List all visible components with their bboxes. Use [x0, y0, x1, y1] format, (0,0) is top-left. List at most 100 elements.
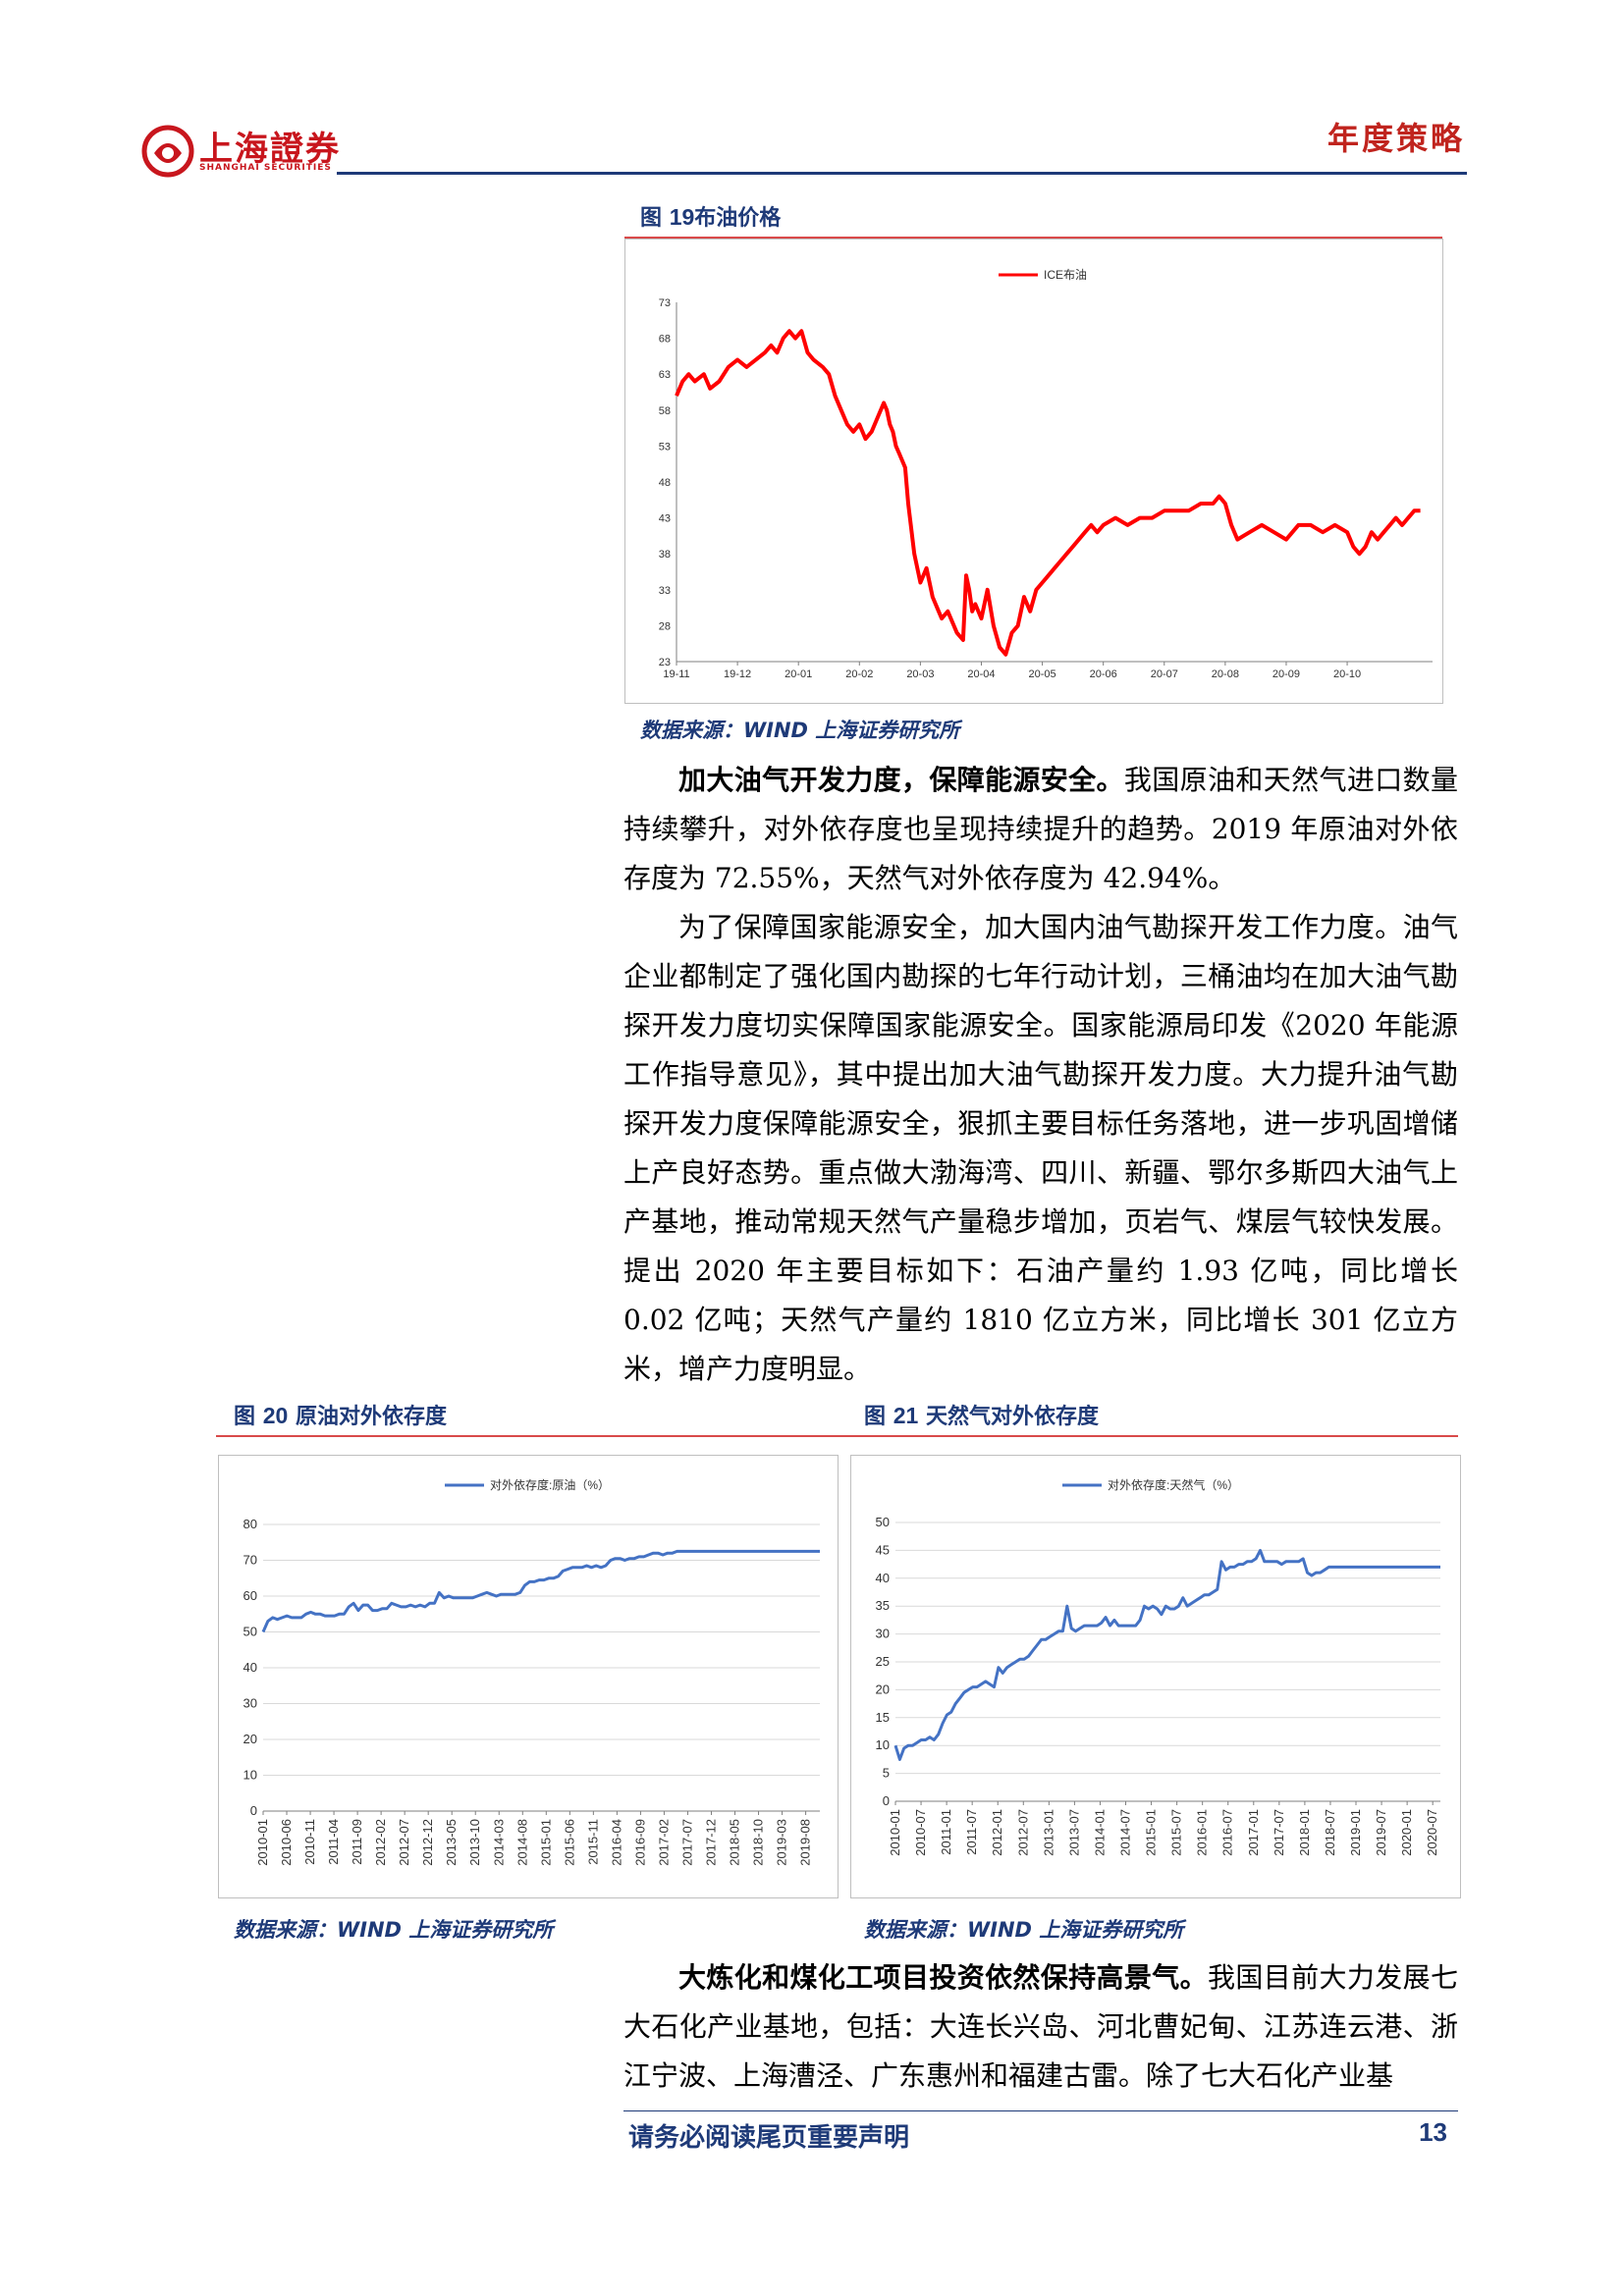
logo-subtext: SHANGHAI SECURITIES	[199, 163, 332, 173]
x-tick-label: 2012-07	[397, 1819, 411, 1866]
x-tick-label: 20-01	[785, 668, 812, 680]
page-number: 13	[1419, 2117, 1447, 2147]
x-tick-label: 20-07	[1151, 668, 1178, 680]
x-tick-label: 2018-07	[1323, 1809, 1337, 1856]
x-tick-label: 2013-01	[1041, 1809, 1056, 1856]
y-tick-label: 10	[876, 1737, 890, 1752]
x-tick-label: 2016-09	[632, 1819, 647, 1866]
y-tick-label: 0	[883, 1793, 890, 1808]
x-tick-label: 2011-09	[350, 1819, 364, 1865]
figure20-source: 数据来源：WIND 上海证券研究所	[234, 1918, 554, 1942]
crude-dependency-chart: 对外依存度:原油（%） 0 10 20 30 40 50 60 70 80 2010-01 2010-…	[244, 1477, 820, 1866]
logo-emblem-icon	[141, 125, 194, 178]
paragraph-refining-lead: 大炼化和煤化工项目投资依然保持高景气。	[678, 1961, 1209, 1994]
y-tick-label: 40	[244, 1660, 257, 1675]
figure20-chart-frame: 对外依存度:原油（%） 0 10 20 30 40 50 60 70 80 2010-01 2010-…	[218, 1455, 839, 1898]
company-logo: 上海證券 SHANGHAI SECURITIES	[140, 120, 356, 183]
y-tick-label: 15	[876, 1710, 890, 1725]
x-tick-label: 20-04	[967, 668, 995, 680]
header-divider	[337, 172, 1467, 175]
figure19-chart-frame: ICE布油 23 28 33 38 43 48 53 58 63 68 73 19-11 19-12 20-…	[624, 239, 1443, 704]
figure21-number: 21	[893, 1403, 919, 1428]
y-tick-label: 33	[659, 585, 671, 597]
paragraph-refining: 大炼化和煤化工项目投资依然保持高景气。我国目前大力发展七大石化产业基地，包括：大…	[623, 1953, 1458, 2101]
x-tick-label: 2011-04	[326, 1819, 341, 1865]
paragraph-energy-security: 加大油气开发力度，保障能源安全。我国原油和天然气进口数量持续攀升，对外依存度也呈…	[623, 756, 1458, 903]
y-tick-label: 45	[876, 1542, 890, 1557]
y-tick-label: 53	[659, 441, 671, 453]
series-line	[261, 1549, 820, 1633]
legend: 对外依存度:原油（%）	[445, 1477, 610, 1492]
y-tick-label: 48	[659, 477, 671, 489]
legend-label: 对外依存度:原油（%）	[490, 1477, 610, 1492]
x-tick-label: 20-06	[1090, 668, 1117, 680]
x-tick-label: 2014-08	[514, 1819, 529, 1866]
x-tick-label: 20-10	[1333, 668, 1361, 680]
y-tick-label: 68	[659, 334, 671, 346]
y-tick-label: 38	[659, 549, 671, 561]
x-tick-label: 20-02	[845, 668, 873, 680]
y-tick-label: 30	[244, 1696, 257, 1711]
x-tick-label: 2015-01	[1144, 1809, 1159, 1856]
body-text-top: 加大油气开发力度，保障能源安全。我国原油和天然气进口数量持续攀升，对外依存度也呈…	[623, 756, 1458, 1394]
x-tick-label: 2018-05	[728, 1819, 742, 1866]
x-tick-label: 2015-01	[538, 1819, 553, 1866]
y-tick-label: 10	[244, 1768, 257, 1783]
y-tick-label: 40	[876, 1571, 890, 1585]
figure19-title: 图 19布油价格	[640, 200, 781, 232]
x-tick-label: 20-03	[906, 668, 934, 680]
x-tick-label: 20-09	[1272, 668, 1300, 680]
legend-label: 对外依存度:天然气（%）	[1108, 1477, 1239, 1492]
y-tick-label: 60	[244, 1588, 257, 1603]
x-tick-label: 2012-01	[990, 1809, 1004, 1856]
x-tick-label: 2017-07	[679, 1819, 694, 1866]
y-tick-label: 43	[659, 513, 671, 525]
y-tick-label: 50	[244, 1625, 257, 1639]
x-tick-label: 2019-03	[775, 1819, 789, 1866]
section-title: 年度策略	[1326, 120, 1465, 157]
x-tick-label: 2012-07	[1015, 1809, 1030, 1856]
y-tick-label: 28	[659, 620, 671, 632]
legend-label: ICE布油	[1044, 268, 1087, 282]
series-line	[675, 329, 1421, 657]
y-tick-label: 63	[659, 369, 671, 381]
footer-divider	[623, 2110, 1458, 2111]
x-tick-label: 2019-01	[1348, 1809, 1363, 1856]
y-tick-label: 30	[876, 1627, 890, 1641]
y-tick-label: 23	[659, 657, 671, 668]
x-tick-label: 2014-01	[1092, 1809, 1107, 1856]
x-tick-label: 19-12	[724, 668, 751, 680]
figure21-label: 图	[864, 1405, 887, 1429]
x-tick-label: 2010-07	[913, 1809, 928, 1856]
y-tick-label: 73	[659, 297, 671, 309]
x-tick-label: 2017-12	[703, 1819, 718, 1866]
figure20-label: 图	[234, 1405, 256, 1429]
x-tick-label: 19-11	[663, 668, 689, 680]
x-tick-label: 2020-07	[1425, 1809, 1439, 1856]
paragraph-energy-security-lead: 加大油气开发力度，保障能源安全。	[678, 764, 1124, 796]
x-tick-label: 2015-07	[1169, 1809, 1184, 1856]
x-tick-label: 2013-05	[444, 1819, 459, 1866]
x-tick-label: 2010-01	[888, 1809, 902, 1856]
x-tick-label: 2012-12	[420, 1819, 435, 1866]
y-tick-label: 0	[250, 1803, 257, 1818]
x-tick-label: 2010-06	[279, 1819, 294, 1866]
x-tick-label: 2013-07	[1066, 1809, 1081, 1856]
figure19-label: 图	[640, 206, 663, 231]
x-tick-label: 2017-01	[1246, 1809, 1261, 1856]
x-tick-label: 2011-07	[964, 1809, 979, 1855]
x-tick-label: 2020-01	[1399, 1809, 1414, 1856]
footer-notice: 请务必阅读尾页重要声明	[628, 2123, 910, 2153]
x-tick-label: 20-05	[1029, 668, 1056, 680]
body-text-bottom: 大炼化和煤化工项目投资依然保持高景气。我国目前大力发展七大石化产业基地，包括：大…	[623, 1953, 1458, 2101]
x-tick-label: 2019-08	[798, 1819, 813, 1866]
figure21-title: 图 21 天然气对外依存度	[864, 1399, 1099, 1430]
series-line	[893, 1548, 1440, 1761]
x-tick-label: 2012-02	[373, 1819, 388, 1866]
y-tick-label: 58	[659, 405, 671, 417]
figure20-title: 图 20 原油对外依存度	[234, 1399, 447, 1430]
y-tick-label: 80	[244, 1517, 257, 1531]
y-tick-label: 20	[244, 1732, 257, 1746]
figure20-number: 20	[262, 1403, 289, 1428]
x-tick-label: 2016-04	[609, 1819, 623, 1866]
